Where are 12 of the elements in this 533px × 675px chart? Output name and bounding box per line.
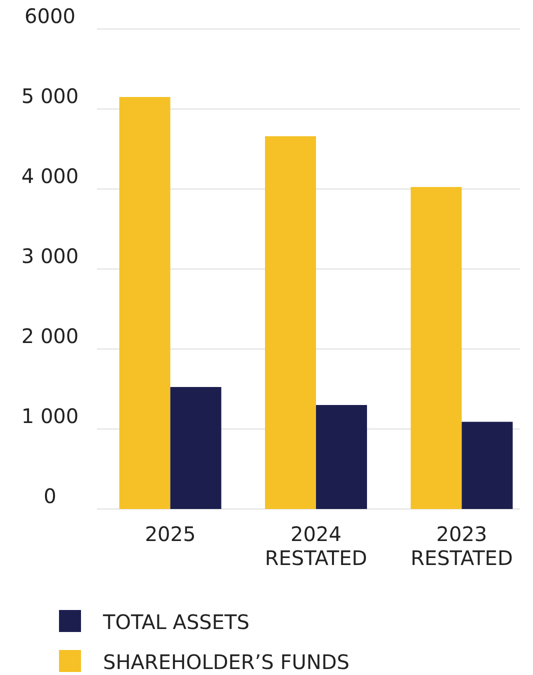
x-tick-label: 2024 RESTATED xyxy=(264,522,368,570)
x-tick-label: 2023 RESTATED xyxy=(410,522,513,570)
x-tick-label: 2025 xyxy=(144,522,196,546)
legend-label: TOTAL ASSETS xyxy=(102,610,250,634)
legend-label: SHAREHOLDER’S FUNDS xyxy=(103,650,350,674)
y-tick-label: 3 000 xyxy=(21,244,79,268)
y-tick-label: 4 000 xyxy=(21,164,79,188)
y-tick-label: 1 000 xyxy=(21,404,79,428)
y-tick-label: 6000 xyxy=(24,4,76,28)
y-tick-label: 2 000 xyxy=(21,324,79,348)
y-tick-label: 5 000 xyxy=(21,84,79,108)
y-tick-label: 0 xyxy=(44,484,56,508)
